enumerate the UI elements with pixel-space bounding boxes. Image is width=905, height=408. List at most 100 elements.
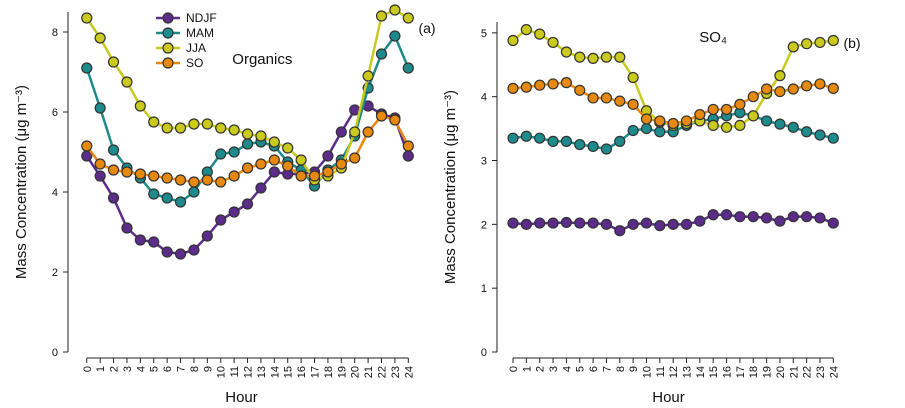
- point: [654, 115, 666, 127]
- point: [255, 158, 267, 170]
- x-tick-label: 15: [283, 366, 295, 378]
- point: [747, 211, 759, 223]
- point: [389, 30, 401, 42]
- point: [520, 24, 532, 36]
- series-line: [85, 104, 410, 256]
- y-tick-label: 2: [481, 219, 487, 231]
- point: [534, 217, 546, 229]
- x-tick-label: 9: [202, 366, 214, 372]
- y-tick-label: 8: [52, 27, 58, 39]
- point: [520, 130, 532, 142]
- point: [587, 92, 599, 104]
- x-tick-label: 24: [828, 366, 840, 378]
- point: [801, 126, 813, 138]
- point: [268, 166, 280, 178]
- point: [362, 70, 374, 82]
- point: [188, 244, 200, 256]
- point: [787, 41, 799, 53]
- point: [362, 126, 374, 138]
- point: [614, 225, 626, 237]
- point: [614, 135, 626, 147]
- point: [534, 79, 546, 91]
- point: [747, 91, 759, 103]
- point: [107, 192, 120, 204]
- point: [587, 217, 599, 229]
- y-axis-label: Mass Concentration (μg m⁻³): [442, 90, 459, 284]
- series-line: [85, 8, 409, 182]
- legend-marker: [162, 12, 174, 24]
- legend-label: NDJF: [186, 11, 217, 25]
- point: [174, 174, 187, 186]
- point: [627, 218, 639, 230]
- point: [322, 166, 334, 178]
- point: [215, 214, 227, 226]
- point: [402, 150, 414, 162]
- point: [255, 182, 267, 194]
- point: [534, 28, 546, 40]
- point: [134, 100, 146, 112]
- x-tick-label: 11: [229, 366, 241, 377]
- point: [507, 82, 519, 94]
- point: [228, 146, 240, 158]
- point: [241, 198, 254, 210]
- x-tick-label: 18: [323, 366, 335, 378]
- panel-title: SO₄: [699, 29, 727, 46]
- point: [560, 46, 573, 58]
- point: [640, 122, 653, 135]
- point: [148, 236, 160, 248]
- point: [574, 217, 586, 229]
- y-tick-label: 0: [52, 347, 58, 359]
- point: [574, 84, 586, 96]
- point: [520, 81, 532, 93]
- point: [174, 248, 187, 260]
- point: [774, 85, 786, 98]
- point: [81, 12, 93, 24]
- x-tick-label: 4: [561, 366, 573, 372]
- point: [161, 172, 173, 184]
- point: [600, 218, 613, 230]
- point: [335, 158, 347, 170]
- legend-label: JJA: [186, 41, 206, 55]
- point: [734, 119, 746, 132]
- point: [107, 144, 120, 156]
- x-tick-label: 10: [641, 366, 653, 378]
- point: [827, 217, 839, 229]
- point: [107, 164, 120, 176]
- x-tick-label: 12: [668, 366, 680, 378]
- point: [707, 103, 719, 116]
- x-tick-label: 21: [363, 366, 375, 378]
- y-tick-label: 6: [52, 107, 58, 119]
- point: [161, 246, 173, 258]
- point: [161, 122, 173, 134]
- point: [121, 222, 133, 234]
- series-line: [512, 81, 834, 125]
- point: [720, 121, 733, 133]
- point: [814, 212, 826, 224]
- point: [547, 217, 559, 229]
- point: [827, 132, 839, 144]
- point: [81, 62, 93, 74]
- x-tick-label: 5: [575, 366, 587, 372]
- point: [255, 130, 267, 142]
- point: [827, 82, 839, 94]
- point: [560, 135, 573, 147]
- point: [201, 174, 213, 186]
- point: [814, 78, 826, 90]
- legend-label: SO: [186, 56, 203, 70]
- point: [335, 126, 347, 138]
- point: [827, 34, 839, 47]
- point: [574, 51, 586, 63]
- x-tick-label: 9: [628, 366, 640, 372]
- point: [787, 211, 799, 223]
- point: [188, 118, 200, 130]
- point: [507, 34, 519, 47]
- x-tick-label: 24: [403, 366, 415, 378]
- x-tick-label: 12: [243, 366, 255, 378]
- x-axis-label: Hour: [652, 389, 685, 406]
- y-tick-label: 4: [481, 92, 487, 104]
- point: [402, 12, 414, 24]
- x-tick-label: 7: [601, 366, 613, 372]
- point: [667, 218, 679, 230]
- point: [654, 126, 666, 138]
- y-axis-label: Mass Concentration (μg m⁻³): [13, 85, 30, 279]
